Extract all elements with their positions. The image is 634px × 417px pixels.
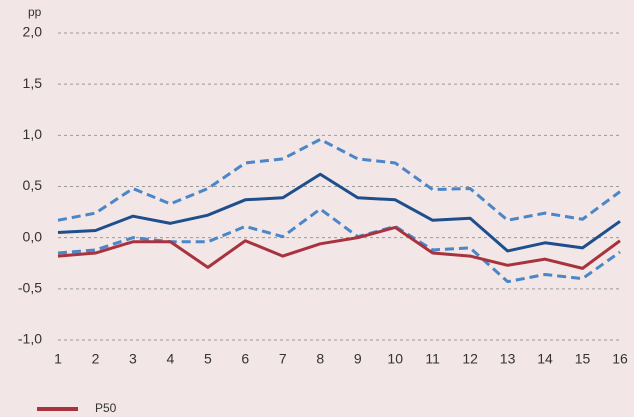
y-tick-label: 1,5 xyxy=(23,75,43,91)
x-tick-label: 5 xyxy=(204,351,212,367)
y-tick-label: 1,0 xyxy=(23,126,43,142)
x-tick-label: 11 xyxy=(425,351,440,367)
x-tick-label: 2 xyxy=(92,351,100,367)
legend-label: P50 xyxy=(95,401,117,415)
x-tick-label: 16 xyxy=(612,351,628,367)
y-tick-label: 2,0 xyxy=(23,24,43,40)
x-tick-label: 7 xyxy=(279,351,287,367)
series-line xyxy=(57,225,621,270)
x-tick-label: 6 xyxy=(241,351,249,367)
x-tick-label: 12 xyxy=(462,351,478,367)
series-line xyxy=(57,172,621,253)
x-tick-label: 1 xyxy=(54,351,62,367)
x-tick-label: 14 xyxy=(537,351,553,367)
series-line xyxy=(57,137,621,222)
y-tick-label: -0,5 xyxy=(18,280,42,296)
series-line xyxy=(57,207,621,284)
y-tick-label: 0,0 xyxy=(23,228,43,244)
x-tick-label: 10 xyxy=(387,351,403,367)
y-tick-label: 0,5 xyxy=(23,177,43,193)
y-tick-label: -1,0 xyxy=(18,331,42,347)
x-tick-label: 15 xyxy=(575,351,591,367)
x-tick-label: 3 xyxy=(129,351,137,367)
x-tick-label: 8 xyxy=(316,351,324,367)
x-tick-label: 4 xyxy=(167,351,175,367)
x-tick-label: 9 xyxy=(354,351,362,367)
y-axis-label: pp xyxy=(28,5,42,19)
x-tick-label: 13 xyxy=(500,351,516,367)
